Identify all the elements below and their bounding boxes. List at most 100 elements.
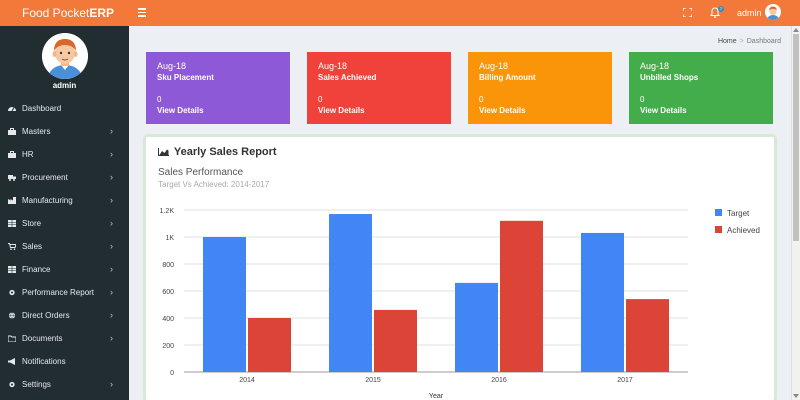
legend-swatch-achieved [715, 226, 722, 233]
industry-icon [8, 197, 16, 204]
cart-icon [8, 243, 16, 250]
chevron-right-icon: › [110, 264, 113, 274]
page-scrollbar[interactable] [791, 26, 800, 400]
x-axis-label: Year [429, 393, 444, 400]
view-details-link[interactable]: View Details [640, 106, 687, 115]
chevron-right-icon: › [110, 126, 113, 136]
sidebar-nav: Dashboard Masters › HR › Procurement › M… [0, 97, 129, 396]
sidebar-item-procurement[interactable]: Procurement › [0, 166, 129, 189]
bar-target-2014 [203, 237, 246, 372]
chevron-right-icon: › [110, 218, 113, 228]
chevron-right-icon: › [110, 310, 113, 320]
x-tick-label: 2015 [365, 377, 381, 384]
gear-icon [9, 289, 15, 296]
fullscreen-icon[interactable] [683, 8, 692, 17]
stat-count: 0 [157, 95, 162, 104]
brand-light: Food Pocket [22, 6, 90, 20]
stat-title: Sales Achieved [318, 73, 377, 82]
view-details-link[interactable]: View Details [318, 106, 365, 115]
stat-month: Aug-18 [640, 61, 670, 71]
sidebar-item-store[interactable]: Store › [0, 212, 129, 235]
sidebar-item-label: Notifications [22, 357, 66, 366]
stat-month: Aug-18 [318, 61, 348, 71]
sidebar-item-notifications[interactable]: Notifications [0, 350, 129, 373]
bar-target-2015 [329, 214, 372, 372]
stat-count: 0 [479, 95, 484, 104]
folder-icon [8, 335, 16, 342]
briefcase-icon [8, 151, 16, 158]
bar-achieved-2017 [626, 299, 669, 372]
profile-avatar [42, 33, 88, 79]
dashboard-icon [8, 107, 16, 112]
panel-heading: Yearly Sales Report [158, 146, 277, 158]
breadcrumb-separator: > [739, 38, 744, 45]
legend-swatch-target [715, 209, 722, 216]
scroll-down-arrow-icon[interactable] [793, 394, 799, 398]
sidebar-item-label: Settings [22, 380, 51, 389]
header-avatar[interactable] [765, 4, 781, 20]
chart-title: Sales Performance [158, 167, 244, 178]
sidebar-item-masters[interactable]: Masters › [0, 120, 129, 143]
y-tick-label: 200 [162, 343, 174, 350]
sidebar-item-direct-orders[interactable]: Direct Orders › [0, 304, 129, 327]
stat-card-unbilled-shops: Aug-18 Unbilled Shops 0 View Details [629, 52, 773, 124]
stat-count: 0 [640, 95, 645, 104]
y-tick-label: 800 [162, 262, 174, 269]
bell-icon[interactable] [710, 7, 720, 18]
view-details-link[interactable]: View Details [479, 106, 526, 115]
legend-label-target: Target [727, 209, 750, 218]
briefcase-icon [8, 128, 16, 135]
main-content: Home > Dashboard Aug-18 Sku Placement 0 Vi… [129, 26, 791, 400]
sidebar-item-label: Sales [22, 242, 43, 251]
sidebar-item-manufacturing[interactable]: Manufacturing › [0, 189, 129, 212]
table-icon [8, 220, 16, 227]
view-details-link[interactable]: View Details [157, 106, 204, 115]
legend-label-achieved: Achieved [727, 226, 760, 235]
sidebar-toggle-icon[interactable] [138, 6, 146, 20]
sidebar-item-settings[interactable]: Settings › [0, 373, 129, 396]
stat-title: Billing Amount [479, 73, 536, 82]
yearly-sales-panel: Yearly Sales Report Sales Performance Ta… [146, 137, 774, 400]
brand-bold: ERP [89, 6, 115, 20]
bullhorn-icon [8, 358, 15, 365]
y-tick-label: 400 [162, 316, 174, 323]
breadcrumb-home[interactable]: Home [717, 38, 737, 45]
profile-name: admin [52, 81, 77, 90]
header-user-name[interactable]: admin [737, 8, 762, 18]
chevron-right-icon: › [110, 241, 113, 251]
sidebar-item-label: Store [22, 219, 42, 228]
y-tick-label: 600 [162, 289, 174, 296]
y-tick-label: 0 [170, 370, 174, 377]
sidebar-item-documents[interactable]: Documents › [0, 327, 129, 350]
area-chart-icon [158, 148, 169, 156]
y-tick-label: 1K [165, 235, 174, 242]
sidebar-item-performance-report[interactable]: Performance Report › [0, 281, 129, 304]
sidebar: admin Dashboard Masters › HR › Procureme… [0, 26, 129, 400]
chevron-right-icon: › [110, 195, 113, 205]
top-header: Food PocketERP 7 admin [0, 0, 800, 26]
sidebar-item-finance[interactable]: Finance › [0, 258, 129, 281]
chevron-right-icon: › [110, 172, 113, 182]
sidebar-item-sales[interactable]: Sales › [0, 235, 129, 258]
chevron-right-icon: › [110, 287, 113, 297]
stat-month: Aug-18 [157, 61, 187, 71]
bar-target-2016 [455, 282, 498, 372]
chevron-right-icon: › [110, 149, 113, 159]
sidebar-item-label: Manufacturing [22, 196, 73, 205]
brand-logo[interactable]: Food PocketERP [0, 0, 129, 26]
sidebar-item-dashboard[interactable]: Dashboard [0, 97, 129, 120]
gear-icon [9, 381, 15, 388]
table-icon [8, 266, 16, 273]
sidebar-item-label: HR [22, 150, 34, 159]
panel-heading-text: Yearly Sales Report [173, 146, 277, 158]
sidebar-item-label: Procurement [22, 173, 68, 182]
notification-badge: 7 [718, 6, 724, 12]
stat-card-sku-placement: Aug-18 Sku Placement 0 View Details [146, 52, 290, 124]
scroll-up-arrow-icon[interactable] [793, 28, 799, 32]
stat-card-sales-achieved: Aug-18 Sales Achieved 0 View Details [307, 52, 451, 124]
sidebar-item-hr[interactable]: HR › [0, 143, 129, 166]
scrollbar-thumb[interactable] [793, 34, 799, 241]
chevron-right-icon: › [110, 379, 113, 389]
chevron-right-icon: › [110, 333, 113, 343]
sales-bar-chart: 0 200 400 600 800 1K 1.2K 2014 2015 2016 2017 Year T… [160, 208, 760, 400]
